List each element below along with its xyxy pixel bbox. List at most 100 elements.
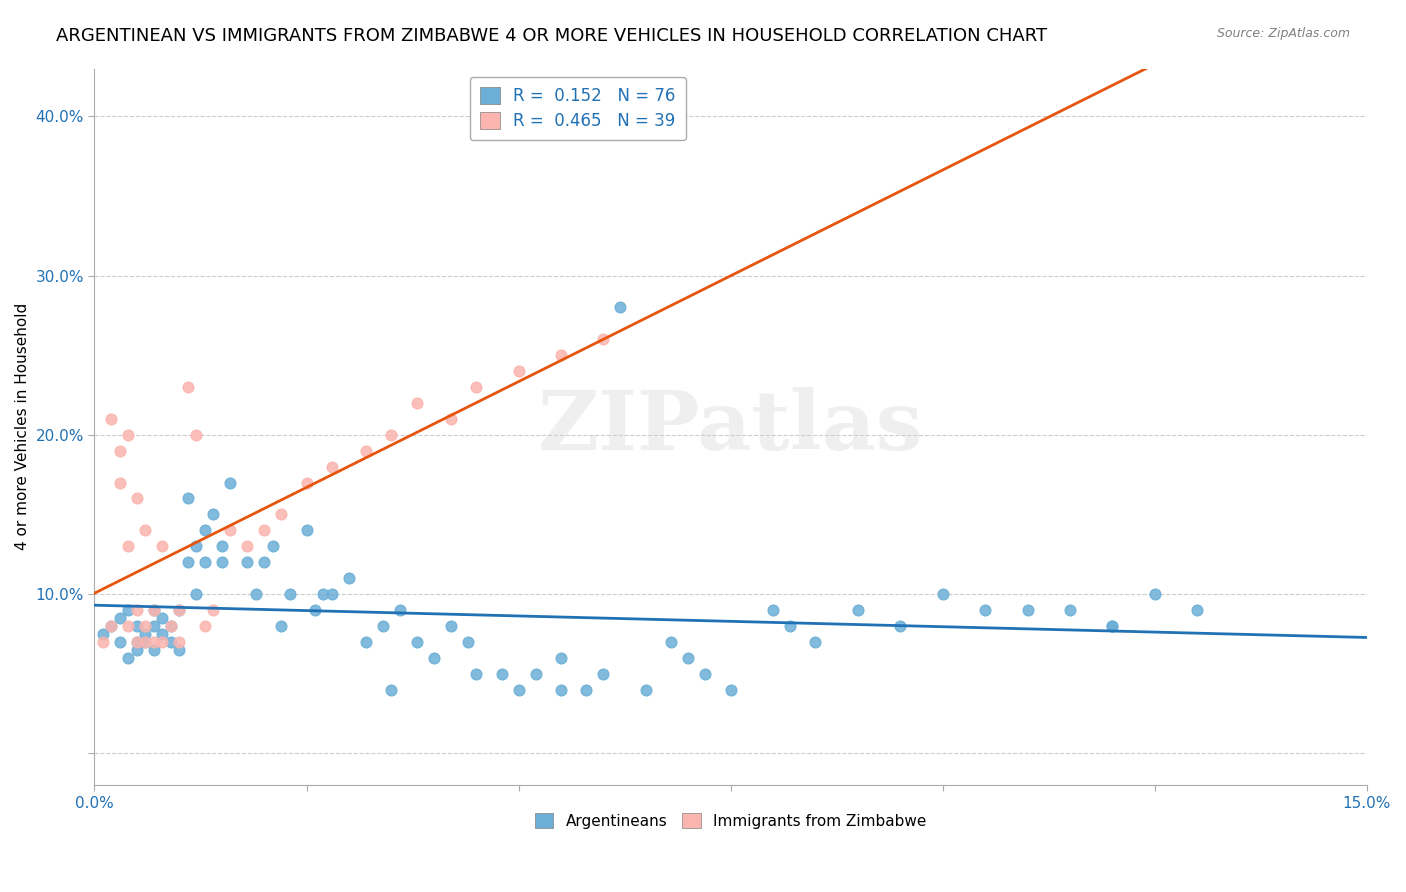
Point: [592, 666, 614, 681]
Point: [676, 650, 699, 665]
Point: [169, 603, 191, 617]
Point: [125, 642, 148, 657]
Point: [142, 619, 165, 633]
Point: [142, 642, 165, 657]
Point: [405, 396, 427, 410]
Text: ZIPatlas: ZIPatlas: [538, 387, 924, 467]
Point: [194, 524, 217, 538]
Point: [321, 459, 343, 474]
Point: [150, 627, 173, 641]
Point: [508, 364, 530, 378]
Point: [634, 682, 657, 697]
Point: [846, 603, 869, 617]
Point: [108, 443, 131, 458]
Point: [245, 587, 267, 601]
Point: [354, 634, 377, 648]
Point: [194, 555, 217, 569]
Point: [1017, 603, 1039, 617]
Point: [117, 619, 139, 633]
Point: [550, 348, 572, 362]
Text: ARGENTINEAN VS IMMIGRANTS FROM ZIMBABWE 4 OR MORE VEHICLES IN HOUSEHOLD CORRELAT: ARGENTINEAN VS IMMIGRANTS FROM ZIMBABWE …: [56, 27, 1047, 45]
Point: [440, 619, 463, 633]
Point: [270, 508, 292, 522]
Point: [186, 427, 208, 442]
Point: [134, 619, 156, 633]
Point: [159, 619, 181, 633]
Point: [253, 524, 276, 538]
Point: [219, 475, 242, 490]
Point: [91, 634, 114, 648]
Point: [236, 539, 259, 553]
Text: Source: ZipAtlas.com: Source: ZipAtlas.com: [1216, 27, 1350, 40]
Point: [550, 682, 572, 697]
Point: [134, 634, 156, 648]
Point: [295, 524, 318, 538]
Point: [262, 539, 284, 553]
Point: [125, 619, 148, 633]
Point: [100, 619, 122, 633]
Point: [108, 475, 131, 490]
Point: [142, 603, 165, 617]
Point: [194, 619, 217, 633]
Point: [125, 634, 148, 648]
Point: [440, 412, 463, 426]
Point: [100, 619, 122, 633]
Point: [609, 301, 631, 315]
Point: [889, 619, 911, 633]
Point: [1101, 619, 1123, 633]
Point: [134, 524, 156, 538]
Point: [211, 539, 233, 553]
Point: [159, 634, 181, 648]
Point: [550, 650, 572, 665]
Point: [931, 587, 953, 601]
Point: [117, 539, 139, 553]
Point: [270, 619, 292, 633]
Point: [508, 682, 530, 697]
Point: [150, 539, 173, 553]
Point: [134, 627, 156, 641]
Point: [177, 380, 200, 394]
Point: [1059, 603, 1081, 617]
Point: [321, 587, 343, 601]
Point: [169, 603, 191, 617]
Point: [695, 666, 717, 681]
Point: [202, 508, 225, 522]
Point: [659, 634, 682, 648]
Point: [125, 634, 148, 648]
Point: [117, 427, 139, 442]
Point: [186, 539, 208, 553]
Point: [592, 332, 614, 346]
Point: [1185, 603, 1208, 617]
Point: [91, 627, 114, 641]
Point: [100, 412, 122, 426]
Point: [202, 603, 225, 617]
Point: [236, 555, 259, 569]
Point: [1143, 587, 1166, 601]
Point: [134, 634, 156, 648]
Point: [177, 491, 200, 506]
Point: [177, 555, 200, 569]
Y-axis label: 4 or more Vehicles in Household: 4 or more Vehicles in Household: [15, 303, 30, 550]
Point: [354, 443, 377, 458]
Point: [159, 619, 181, 633]
Point: [423, 650, 446, 665]
Point: [1101, 619, 1123, 633]
Point: [125, 603, 148, 617]
Point: [380, 682, 402, 697]
Point: [117, 603, 139, 617]
Point: [150, 634, 173, 648]
Point: [371, 619, 394, 633]
Point: [575, 682, 598, 697]
Point: [125, 491, 148, 506]
Point: [211, 555, 233, 569]
Point: [337, 571, 360, 585]
Point: [388, 603, 411, 617]
Point: [150, 611, 173, 625]
Point: [779, 619, 801, 633]
Point: [108, 634, 131, 648]
Point: [169, 634, 191, 648]
Point: [304, 603, 326, 617]
Point: [117, 650, 139, 665]
Point: [278, 587, 301, 601]
Point: [312, 587, 335, 601]
